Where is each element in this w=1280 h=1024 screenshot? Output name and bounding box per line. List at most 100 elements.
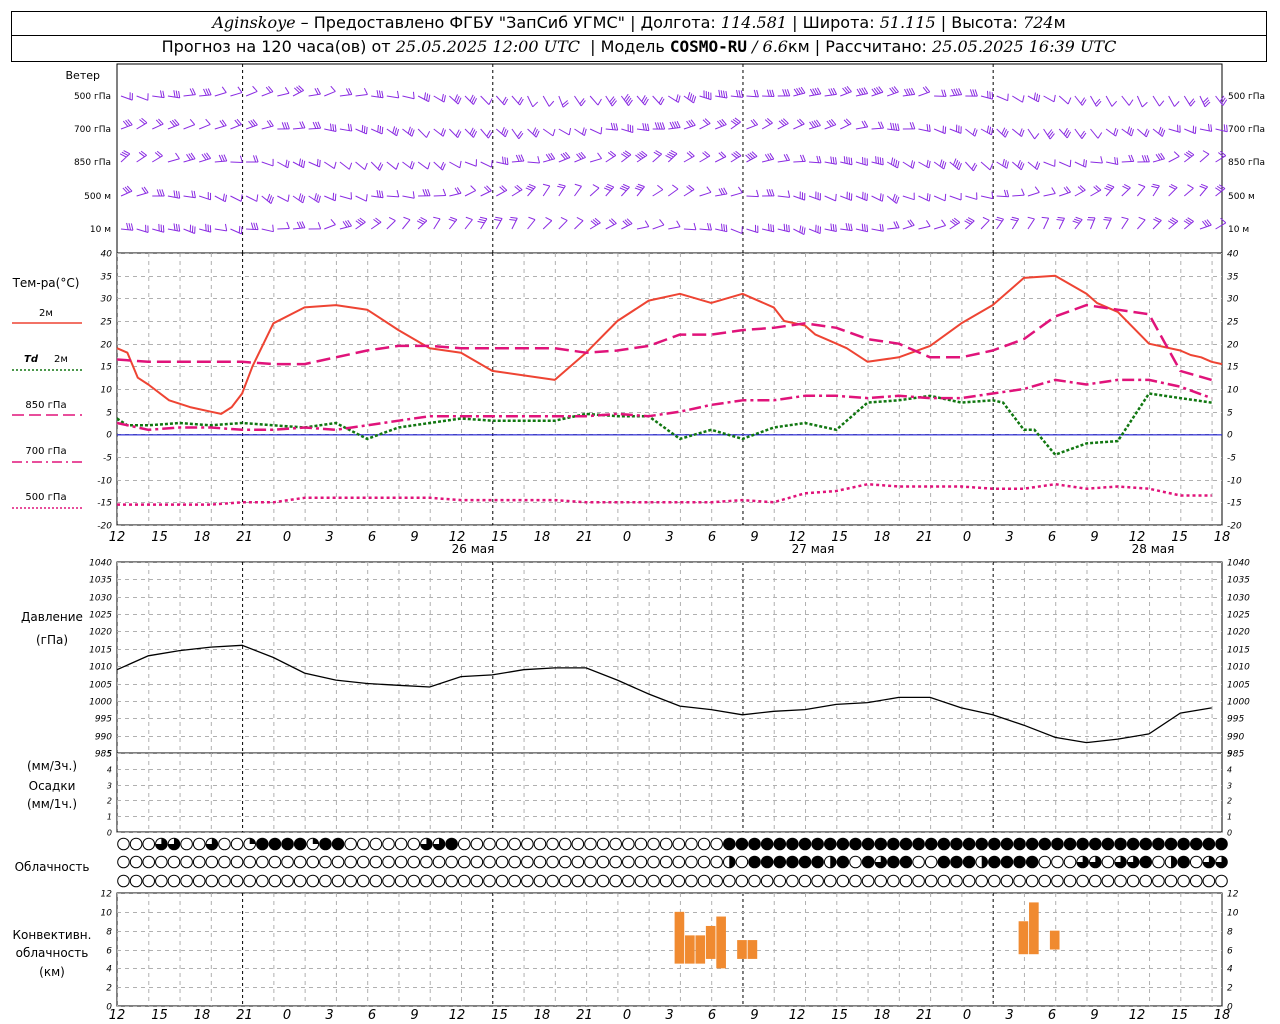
wind-barb	[1168, 128, 1181, 133]
wind-barb	[558, 220, 568, 230]
wind-barb-feather	[907, 220, 913, 227]
wind-barb	[511, 160, 524, 163]
wind-barb	[918, 91, 930, 97]
wind-level-right: 500 м	[1228, 192, 1255, 202]
wind-barb-feather	[894, 123, 898, 131]
wind-barb-feather	[422, 189, 426, 197]
wind-barb	[980, 219, 990, 230]
wind-barb	[902, 93, 915, 97]
wind-barb	[542, 95, 550, 107]
wind-barb-feather	[1006, 189, 1010, 197]
conv-title-a: Конвективн.	[13, 928, 92, 942]
cloud-cell	[155, 855, 168, 869]
wind-barb-feather	[843, 156, 846, 164]
wind-barb-feather	[693, 222, 697, 230]
wind-barb-feather	[502, 156, 504, 164]
wind-barb-feather	[658, 96, 663, 104]
wind-barb	[527, 186, 536, 197]
wind-barb	[261, 228, 274, 233]
cloud-cell	[836, 874, 850, 888]
wind-barb-feather	[863, 120, 869, 128]
cloud-cell	[861, 855, 875, 869]
wind-barb	[1058, 128, 1068, 139]
cloud-cell	[609, 837, 623, 851]
wind-barb-feather	[364, 162, 368, 170]
wind-barb-feather	[1218, 184, 1226, 189]
precip-ytick-right: 5	[1227, 750, 1232, 759]
wind-barb	[777, 159, 790, 163]
pressure-ytick-right: 1020	[1227, 628, 1250, 638]
wind-barb	[433, 128, 444, 137]
wind-barb-feather	[347, 219, 352, 227]
wind-barb-feather	[548, 153, 553, 160]
cloud-cell	[218, 874, 231, 888]
wind-barb	[386, 161, 397, 170]
lat-value: 51.115	[879, 13, 936, 32]
wind-barb-feather	[318, 195, 321, 203]
wind-barb-feather	[420, 217, 428, 222]
wind-barb-feather	[725, 90, 728, 99]
wind-barb	[715, 228, 728, 233]
cloud-cell	[798, 855, 812, 869]
wind-barb-feather	[206, 152, 212, 159]
wind-barb-feather	[1093, 186, 1100, 192]
wind-barb-feather	[581, 127, 585, 135]
cloud-cell	[685, 855, 698, 869]
wind-barb-feather	[704, 118, 711, 124]
wind-barb-feather	[442, 129, 446, 137]
wind-barb-feather	[642, 123, 645, 131]
wind-barb-feather	[1036, 162, 1041, 170]
wind-barb-feather	[125, 119, 131, 126]
cloud-cell	[1025, 874, 1039, 888]
cloud-cell	[129, 874, 143, 888]
wind-barb-feather	[545, 154, 551, 161]
wind-barb	[918, 195, 930, 202]
wind-barb-feather	[409, 160, 413, 168]
cloud-cell	[1063, 874, 1077, 888]
wind-barb-feather	[1159, 100, 1165, 107]
wind-barb-feather	[332, 123, 335, 132]
wind-barb-feather	[1022, 95, 1025, 103]
cloud-cell	[773, 874, 787, 888]
wind-barb-feather	[1035, 93, 1039, 101]
temp-xtick: 18	[194, 530, 211, 545]
wind-barb-feather	[816, 119, 821, 126]
wind-barb-feather	[634, 187, 642, 191]
cloud-cell	[1139, 874, 1153, 888]
wind-barb-feather	[1138, 216, 1146, 221]
wind-barb-feather	[193, 190, 196, 198]
wind-barb-feather	[665, 155, 672, 160]
wind-barb-feather	[565, 151, 571, 158]
wind-barb-feather	[253, 222, 257, 230]
cloud-cell	[1177, 837, 1190, 851]
wind-barb-feather	[941, 89, 945, 97]
wind-barb-feather	[766, 89, 770, 97]
wind-barb-feather	[454, 187, 460, 195]
legend-td-label-b: 2м	[54, 354, 68, 365]
wind-barb	[746, 124, 758, 130]
wind-barb-feather	[1083, 159, 1085, 167]
wind-barb	[1027, 128, 1036, 140]
cloud-cell	[445, 837, 458, 851]
wind-barb-feather	[611, 218, 617, 224]
cloud-cell	[331, 874, 345, 888]
wind-barb	[683, 155, 695, 163]
wind-barb-feather	[1160, 128, 1164, 136]
wind-barb-feather	[764, 119, 771, 125]
wind-barb	[449, 161, 461, 169]
wind-barb	[402, 161, 413, 170]
temp-ytick-left: 20	[101, 341, 113, 351]
temp-xtick: 3	[665, 530, 673, 545]
temp-xtick: 0	[623, 530, 631, 545]
wind-barb	[965, 195, 978, 200]
wind-barb-feather	[450, 216, 457, 221]
cloud-cell	[546, 855, 559, 869]
wind-barb-feather	[607, 183, 614, 188]
wind-barb-feather	[162, 90, 165, 98]
wind-barb-feather	[871, 88, 877, 95]
wind-barb-feather	[644, 98, 649, 106]
wind-barb-feather	[939, 159, 943, 167]
wind-barb-feather	[517, 96, 523, 104]
cloud-cell	[1114, 874, 1127, 888]
wind-barb-feather	[877, 121, 882, 129]
